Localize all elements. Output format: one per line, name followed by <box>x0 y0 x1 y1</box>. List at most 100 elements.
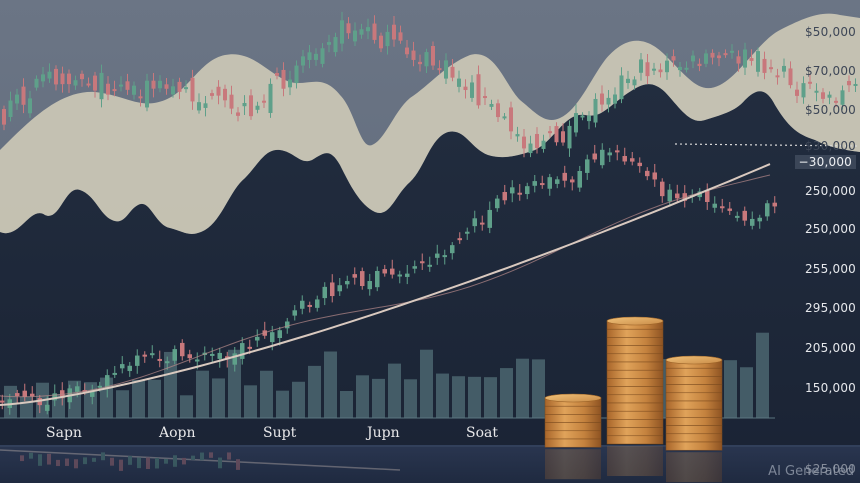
candle-body <box>495 198 500 209</box>
candle-body <box>480 222 485 225</box>
candle-body <box>660 181 665 197</box>
candle-body <box>125 81 130 90</box>
candle-body <box>15 393 20 397</box>
candle-body <box>442 255 447 258</box>
candle-body <box>216 86 221 96</box>
candle-body <box>195 359 200 362</box>
candle-body <box>736 56 741 64</box>
candle-body <box>827 94 832 98</box>
trend-lines <box>0 163 771 406</box>
candle-body <box>0 400 5 403</box>
coin-edge <box>665 376 723 385</box>
candle-body <box>187 354 192 359</box>
moving-average-line <box>0 174 771 398</box>
price-label-2: $70,000 <box>804 64 856 78</box>
candle-body <box>541 140 546 149</box>
reflected-candle <box>74 459 78 469</box>
candle-body <box>570 179 575 183</box>
candle-body <box>90 391 95 397</box>
candle-body <box>483 96 487 99</box>
candle-body <box>210 353 215 356</box>
candle-body <box>236 112 240 116</box>
price-label-7: 250,000 <box>804 222 856 236</box>
candle-body <box>398 32 403 41</box>
candle-body <box>158 80 162 89</box>
coin-edge <box>544 422 602 432</box>
candle-body <box>294 65 299 84</box>
coin-edge <box>665 417 723 426</box>
month-label-3: Supt <box>263 425 297 441</box>
candle-body <box>385 31 390 47</box>
volume-bar <box>756 332 769 418</box>
candle-body <box>99 72 104 100</box>
volume-bar <box>516 358 529 418</box>
candle-body <box>340 20 344 44</box>
candle-body <box>487 209 492 228</box>
candle-body <box>281 69 286 89</box>
candle-body <box>782 65 786 72</box>
candle-body <box>180 342 185 357</box>
volume-bar <box>228 349 241 418</box>
volume-bar <box>324 351 337 418</box>
candle-body <box>97 385 102 388</box>
candle-body <box>463 86 468 91</box>
candle-body <box>577 171 582 188</box>
reflected-candle <box>191 455 195 460</box>
volume-bar <box>500 368 513 418</box>
candle-body <box>457 78 461 87</box>
candle-body <box>232 353 237 365</box>
candle-body <box>840 90 845 105</box>
candle-body <box>106 83 110 95</box>
candle-body <box>750 218 755 226</box>
candle-body <box>330 282 335 297</box>
candle-body <box>372 23 377 40</box>
coin-edge <box>665 441 723 451</box>
candle-body <box>517 192 522 195</box>
candle-body <box>587 115 591 122</box>
candle-body <box>607 152 612 156</box>
candle-body <box>223 88 227 101</box>
reflected-candle <box>110 457 114 466</box>
reflected-candle <box>65 458 69 466</box>
candle-body <box>697 63 702 67</box>
candle-body <box>240 343 245 359</box>
candle-body <box>593 98 598 123</box>
candle-body <box>392 24 396 40</box>
candle-body <box>730 50 734 53</box>
volume-bar <box>404 379 417 418</box>
candle-body <box>437 68 442 71</box>
coin-edge <box>606 427 664 437</box>
coin-edge <box>606 386 664 396</box>
candle-body <box>743 49 747 68</box>
candle-body <box>197 102 201 111</box>
candle-body <box>652 68 656 71</box>
candle-body <box>645 170 650 177</box>
price-label-12: $25,000 <box>804 462 856 476</box>
volume-bar <box>356 375 369 418</box>
candle-body <box>727 208 732 211</box>
candle-body <box>622 156 627 162</box>
coin-edge <box>665 367 723 377</box>
candle-body <box>270 332 275 343</box>
candle-body <box>320 48 325 64</box>
month-label-4: Jupn <box>367 425 400 441</box>
candle-body <box>346 23 351 34</box>
coin-edge <box>665 392 723 402</box>
volume-bar <box>388 363 401 418</box>
month-label-2: Aopn <box>159 425 196 441</box>
top-candles <box>2 11 858 158</box>
candle-body <box>555 179 560 184</box>
reflected-candle <box>182 457 186 465</box>
candle-body <box>600 149 605 166</box>
reflected-candle <box>137 457 141 469</box>
candle-body <box>615 150 620 153</box>
candle-body <box>54 68 58 85</box>
reflected-candle <box>38 454 42 466</box>
candle-body <box>359 29 364 35</box>
candle-body <box>150 353 155 356</box>
price-label-3: $50,000 <box>804 103 856 117</box>
candle-body <box>585 159 590 173</box>
candle-body <box>435 253 440 258</box>
candle-body <box>405 273 410 277</box>
